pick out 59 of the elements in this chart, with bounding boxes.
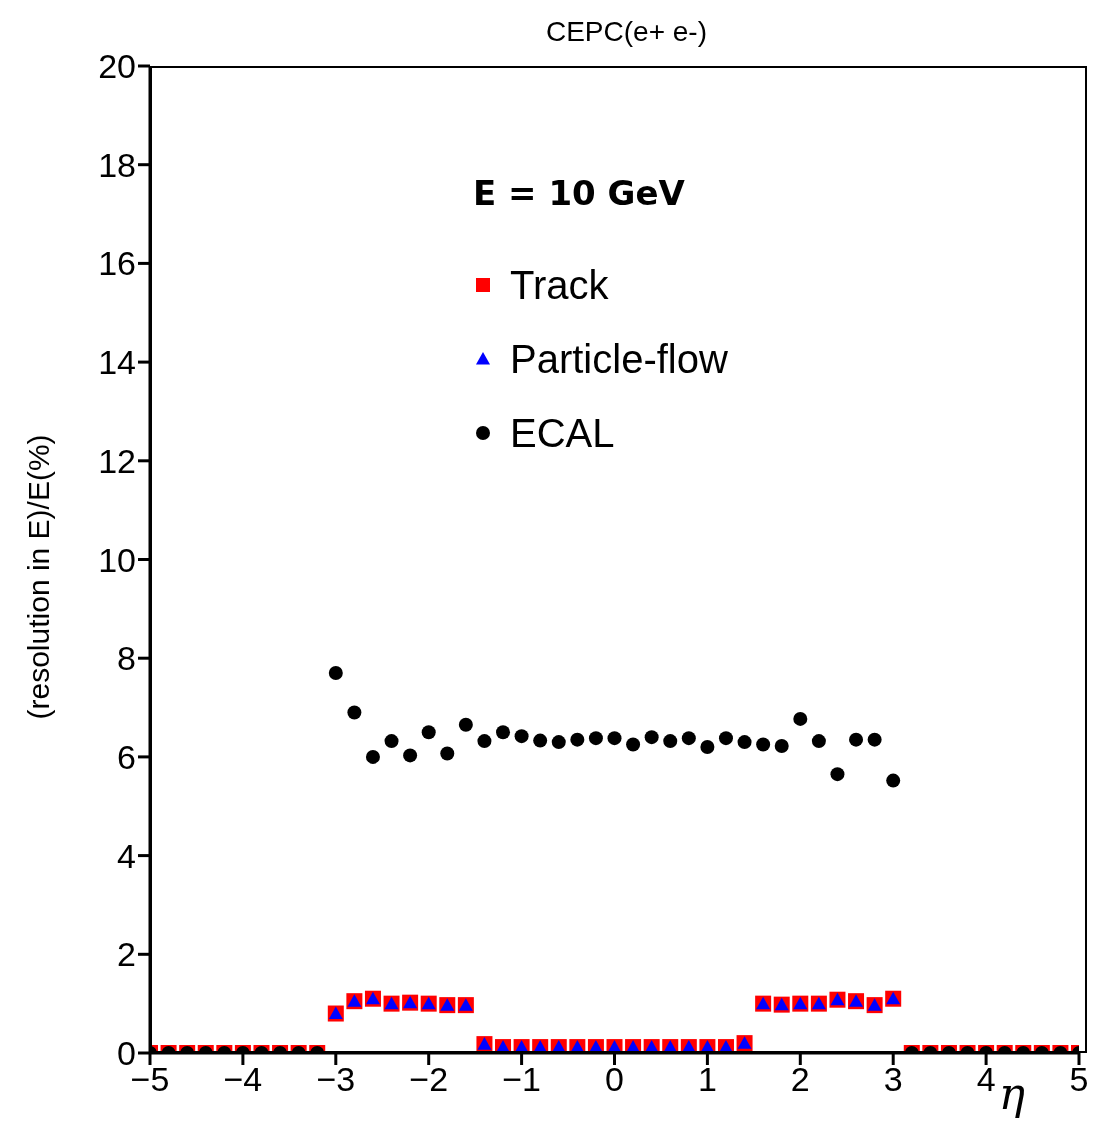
y-tick-label: 10 — [98, 540, 136, 579]
point — [328, 666, 343, 681]
x-tick-label: 0 — [605, 1060, 624, 1099]
point — [551, 735, 566, 750]
point — [533, 733, 548, 748]
point — [403, 748, 418, 763]
point — [886, 773, 901, 788]
legend-label: ECAL — [510, 410, 615, 456]
point — [384, 734, 399, 749]
point — [811, 734, 826, 749]
y-tick-label: 4 — [117, 836, 136, 875]
x-tick-label: −2 — [409, 1060, 449, 1099]
y-tick-label: 20 — [98, 47, 136, 86]
point — [588, 731, 603, 746]
point — [458, 717, 473, 732]
point — [774, 739, 789, 754]
y-tick-label: 0 — [117, 1034, 136, 1073]
point — [347, 705, 362, 720]
point — [737, 735, 752, 750]
point — [867, 732, 882, 747]
y-tick-label: 8 — [117, 639, 136, 678]
x-tick-label: 3 — [883, 1060, 903, 1099]
y-tick-label: 2 — [117, 935, 136, 974]
point — [681, 731, 696, 746]
y-tick-label: 16 — [98, 244, 136, 283]
y-tick-label: 18 — [98, 145, 136, 184]
x-tick-label: −1 — [502, 1060, 541, 1099]
point — [626, 737, 641, 752]
y-tick-label: 6 — [117, 737, 136, 776]
point — [570, 732, 585, 747]
point — [421, 725, 436, 740]
x-tick-label: −4 — [223, 1060, 263, 1099]
y-axis-title: (resolution in E)/E(%) — [21, 434, 55, 720]
x-tick-label: 5 — [1069, 1060, 1089, 1099]
point — [718, 731, 733, 746]
point — [700, 740, 715, 755]
chart-title: CEPC(e+ e-) — [544, 16, 708, 48]
point — [514, 729, 529, 744]
x-axis-title: η — [998, 1068, 1025, 1119]
point — [365, 749, 380, 764]
x-tick-label: 4 — [976, 1060, 996, 1099]
y-tick-label: 14 — [98, 343, 136, 382]
point — [830, 767, 845, 782]
point — [644, 730, 659, 745]
point — [496, 725, 511, 740]
x-tick-label: 1 — [697, 1060, 717, 1099]
point — [756, 737, 771, 752]
point — [793, 711, 808, 726]
point — [607, 731, 622, 746]
legend-label: Track — [510, 262, 609, 308]
point — [477, 734, 492, 749]
point — [663, 734, 678, 749]
annotation: E = 10 GeV — [473, 173, 685, 213]
y-tick-label: 12 — [98, 441, 136, 480]
point — [849, 732, 864, 747]
x-tick-label: −3 — [316, 1060, 356, 1099]
legend-label: Particle-flow — [510, 336, 728, 382]
x-tick-label: 2 — [790, 1060, 810, 1099]
point — [440, 746, 455, 761]
